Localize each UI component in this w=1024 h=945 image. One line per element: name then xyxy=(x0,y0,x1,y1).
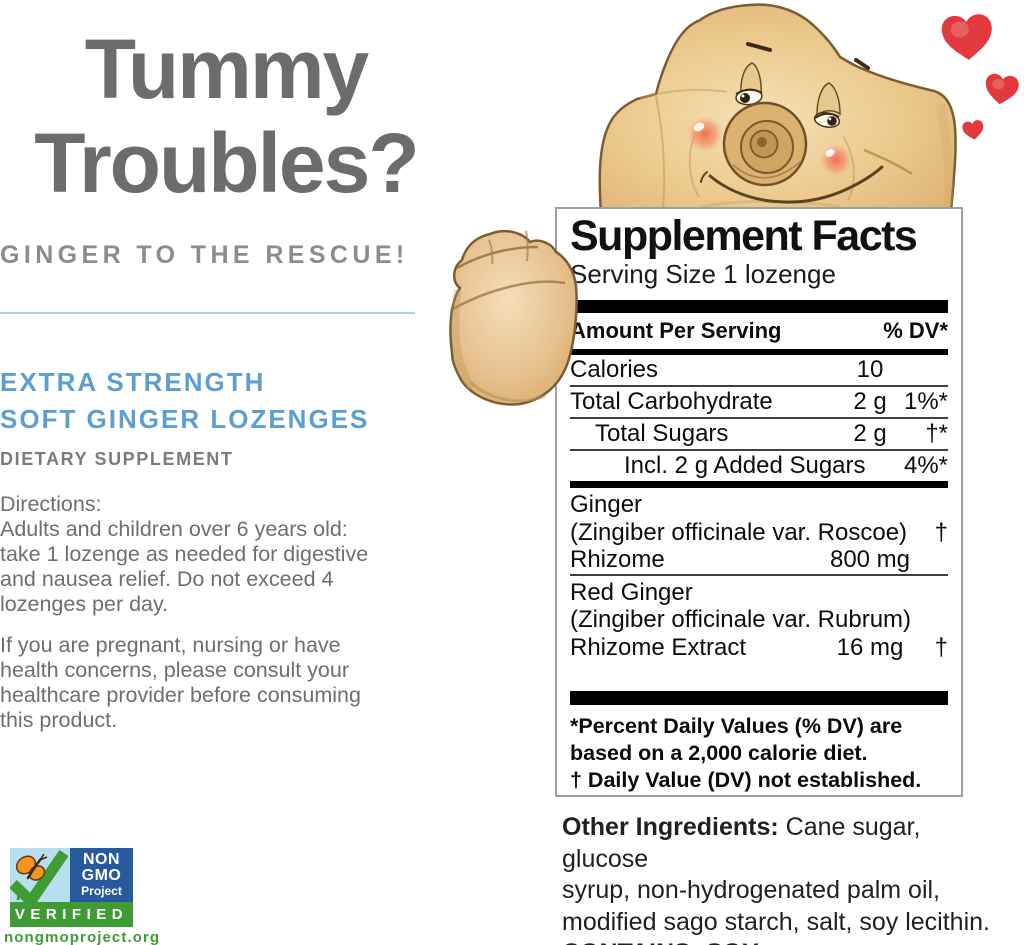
facts-row-added-sugars: Incl. 2 g Added Sugars 4%* xyxy=(570,451,948,481)
directions-line: and nausea relief. Do not exceed 4 xyxy=(0,567,334,591)
product-name-line-2: SOFT GINGER LOZENGES xyxy=(0,404,370,434)
facts-header-row: Amount Per Serving % DV* xyxy=(570,313,948,349)
row-amount: 2 g xyxy=(853,388,887,415)
row-dv: †* xyxy=(925,420,948,447)
directions-line: Adults and children over 6 years old: xyxy=(0,517,348,541)
footnote-line: *Percent Daily Values (% DV) are xyxy=(570,714,903,738)
facts-row-total-carbohydrate: Total Carbohydrate 2 g 1%* xyxy=(570,387,948,417)
row-name: Total Carbohydrate xyxy=(570,388,773,415)
right-eye xyxy=(813,112,841,128)
product-name: EXTRA STRENGTH SOFT GINGER LOZENGES xyxy=(0,364,369,438)
directions-title: Directions: xyxy=(0,492,102,516)
nongmo-blue-box: NON GMO Project xyxy=(70,848,133,902)
ginger-head xyxy=(598,3,957,215)
warning-line: If you are pregnant, nursing or have xyxy=(0,633,341,657)
nongmo-word-project: Project xyxy=(81,884,122,898)
other-ingredients-line: modified sago starch, salt, soy lecithin… xyxy=(562,907,990,936)
supplement-facts-panel: Supplement Facts Serving Size 1 lozenge … xyxy=(555,207,963,797)
nongmo-verified-band: VERIFIED xyxy=(10,902,133,927)
butterfly-icon xyxy=(15,853,48,881)
thick-divider xyxy=(570,691,948,705)
row-name: Total Sugars xyxy=(595,420,729,447)
facts-entry-red-ginger: Red Ginger (Zingiber officinale var. Rub… xyxy=(570,576,948,662)
ingredient-part: Rhizome Extract xyxy=(570,633,747,661)
nongmo-word-gmo: GMO xyxy=(81,867,122,884)
dietary-supplement-label: DIETARY SUPPLEMENT xyxy=(0,449,234,469)
ingredient-name: Red Ginger xyxy=(570,578,693,606)
nongmo-sky xyxy=(10,848,70,902)
hairline xyxy=(570,417,948,419)
heart-icon-medium xyxy=(985,73,1019,105)
dv-header: % DV* xyxy=(883,318,948,343)
tagline: GINGER TO THE RESCUE! xyxy=(0,241,409,269)
warning-line: this product. xyxy=(0,708,118,732)
hairline xyxy=(570,385,948,387)
amount-per-serving-header: Amount Per Serving xyxy=(570,318,782,343)
right-cheek xyxy=(820,144,852,176)
warning-line: healthcare provider before consuming xyxy=(0,683,361,707)
medium-divider xyxy=(570,349,948,355)
headline-line-2: Troubles? xyxy=(34,116,419,210)
row-dv: 4%* xyxy=(903,452,948,479)
thick-divider xyxy=(570,300,948,313)
row-amount: 800 mg xyxy=(829,546,911,573)
warning-line: health concerns, please consult your xyxy=(0,658,349,682)
hairline xyxy=(570,449,948,451)
left-eye xyxy=(735,88,763,106)
other-ingredients-label: Other Ingredients: xyxy=(562,813,779,841)
facts-row-calories: Calories 10 xyxy=(570,355,948,385)
facts-footnote: *Percent Daily Values (% DV) are based o… xyxy=(570,713,948,794)
smile xyxy=(708,165,884,204)
nongmo-word-non: NON xyxy=(82,851,121,868)
ingredient-part: Rhizome xyxy=(570,546,665,573)
other-ingredients-line: Other Ingredients: Cane sugar, glucose xyxy=(562,812,1012,875)
headline-line-1: Tummy xyxy=(84,22,369,116)
row-dv: † xyxy=(934,633,948,661)
facts-entry-ginger: Ginger (Zingiber officinale var. Roscoe)… xyxy=(570,488,948,574)
row-amount: 16 mg xyxy=(836,633,904,661)
row-amount: 2 g xyxy=(853,420,887,447)
ingredient-botanical: (Zingiber officinale var. Roscoe) xyxy=(570,518,908,546)
pregnancy-warning: If you are pregnant, nursing or have hea… xyxy=(0,633,361,733)
serving-size: Serving Size 1 lozenge xyxy=(570,259,836,289)
divider-line xyxy=(0,312,415,314)
directions-line: lozenges per day. xyxy=(0,592,169,616)
contains-statement: CONTAINS: SOY xyxy=(562,938,1012,945)
row-name: Incl. 2 g Added Sugars xyxy=(624,452,866,479)
head-crack-left xyxy=(746,42,772,52)
heart-icon-small xyxy=(962,120,984,140)
product-name-line-1: EXTRA STRENGTH xyxy=(0,367,266,397)
hairline xyxy=(570,573,948,576)
medium-divider xyxy=(570,481,948,488)
directions: Directions: Adults and children over 6 y… xyxy=(0,492,368,617)
ingredient-name: Ginger xyxy=(570,491,643,518)
headline: Tummy Troubles? xyxy=(0,22,452,210)
row-dv: 1%* xyxy=(903,388,948,415)
nongmo-url: nongmoproject.org xyxy=(4,929,161,945)
nongmo-verified-logo: NON GMO Project VERIFIED xyxy=(10,848,133,927)
directions-line: take 1 lozenge as needed for digestive xyxy=(0,542,369,566)
other-ingredients-line: syrup, non-hydrogenated palm oil, xyxy=(562,876,941,904)
footnote-line: based on a 2,000 calorie diet. xyxy=(570,741,868,765)
other-ingredients: Other Ingredients: Cane sugar, glucose s… xyxy=(562,812,1012,945)
row-amount: 10 xyxy=(856,356,884,383)
supplement-facts-title: Supplement Facts xyxy=(570,212,918,260)
head-crack-right xyxy=(854,58,870,70)
left-cheek xyxy=(687,116,723,152)
footnote-line: † Daily Value (DV) not established. xyxy=(570,768,922,792)
nose-spiral xyxy=(722,101,808,187)
heart-icon-large xyxy=(941,14,992,60)
facts-row-total-sugars: Total Sugars 2 g †* xyxy=(570,419,948,449)
ingredient-botanical: (Zingiber officinale var. Rubrum) xyxy=(570,606,912,633)
row-name: Calories xyxy=(570,356,659,383)
row-dv: † xyxy=(934,518,948,546)
other-ingredients-text: Cane sugar, glucose xyxy=(562,813,921,873)
